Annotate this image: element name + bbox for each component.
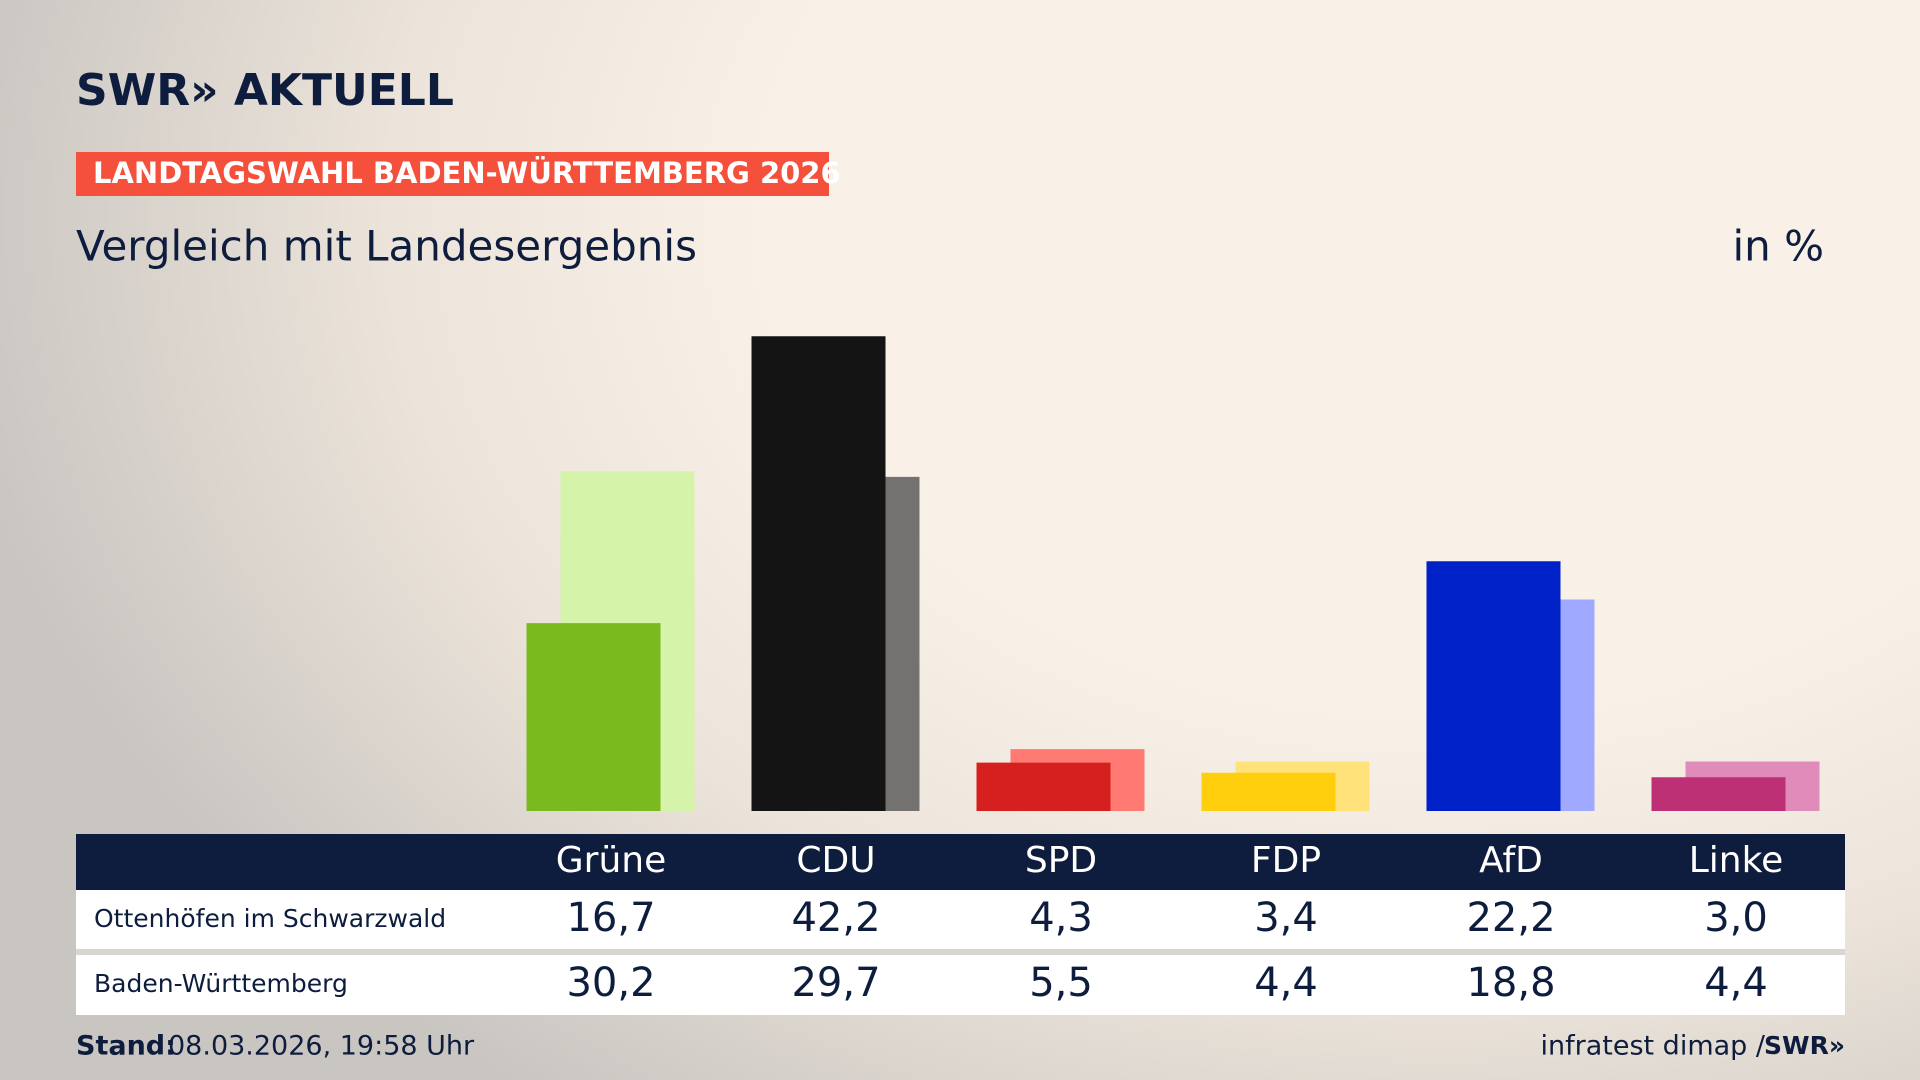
logo: SWR» AKTUELL (76, 65, 454, 116)
row-label: Ottenhöfen im Schwarzwald (94, 904, 446, 933)
column-header: SPD (1025, 840, 1097, 881)
column-header: AfD (1479, 840, 1543, 881)
value-label: 5,5 (1029, 960, 1093, 1006)
value-label: 16,7 (566, 895, 655, 941)
column-header: Grüne (556, 840, 666, 881)
column-header: Linke (1689, 840, 1784, 881)
banner-bg (76, 152, 829, 196)
source: infratest dimap / (1540, 1031, 1765, 1062)
row-label: Baden-Württemberg (94, 969, 348, 998)
bar (526, 623, 661, 811)
row-divider (76, 949, 1845, 955)
table-row (76, 890, 1845, 949)
stand-label: Stand: (76, 1031, 176, 1062)
value-label: 3,0 (1704, 895, 1768, 941)
banner: LANDTAGSWAHL BADEN-WÜRTTEMBERG 2026 (93, 156, 841, 190)
stand: 08.03.2026, 19:58 Uhr (168, 1031, 475, 1062)
table-header (76, 834, 1845, 890)
bar (751, 336, 886, 811)
value-label: 42,2 (791, 895, 880, 941)
bar (976, 762, 1111, 811)
value-label: 22,2 (1466, 895, 1555, 941)
column-header: CDU (796, 840, 875, 881)
value-label: 4,4 (1254, 960, 1318, 1006)
table-row (76, 955, 1845, 1015)
column-header: FDP (1251, 840, 1321, 881)
value-label: 3,4 (1254, 895, 1318, 941)
bar (1651, 777, 1786, 811)
value-label: 18,8 (1466, 960, 1555, 1006)
value-label: 4,3 (1029, 895, 1093, 941)
bar (1426, 561, 1561, 811)
unit: in % (1732, 222, 1824, 271)
value-label: 30,2 (566, 960, 655, 1006)
brand: SWR» (1764, 1031, 1845, 1060)
value-label: 4,4 (1704, 960, 1768, 1006)
value-label: 29,7 (791, 960, 880, 1006)
bar (1201, 772, 1336, 811)
chart-title: Vergleich mit Landesergebnis (76, 222, 697, 271)
